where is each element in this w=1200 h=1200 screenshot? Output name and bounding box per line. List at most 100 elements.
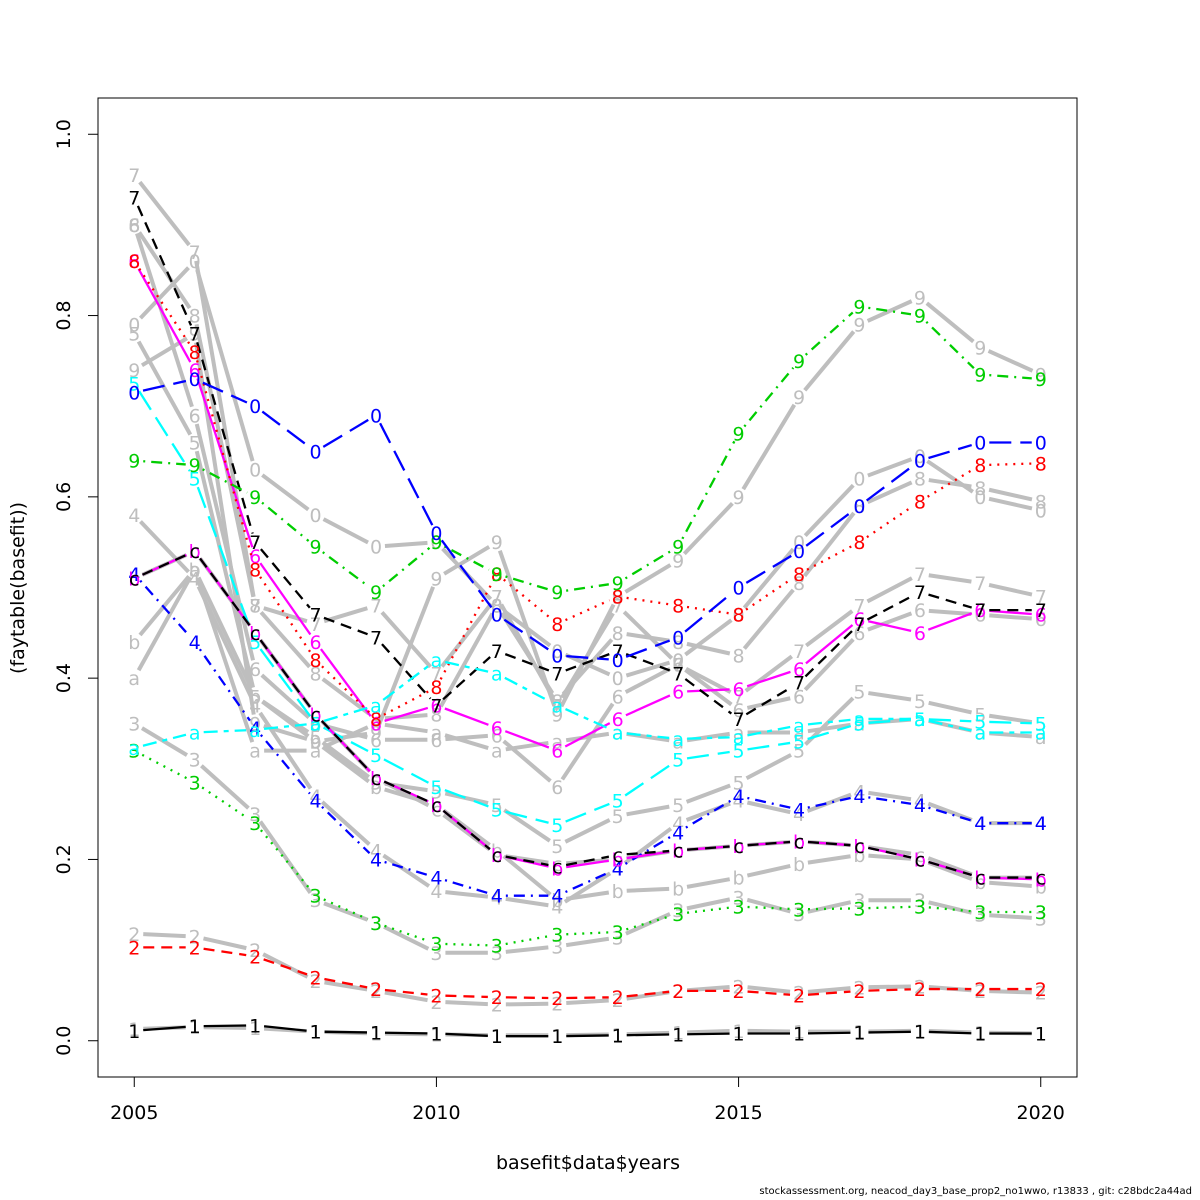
highlighted-point-label: b	[491, 845, 503, 867]
highlighted-point-label: 2	[430, 985, 442, 1007]
highlighted-point-label: a	[370, 695, 382, 717]
highlighted-series-c-segment	[687, 845, 730, 851]
background-series-8-segment	[802, 511, 856, 578]
background-series-6-segment	[624, 666, 672, 694]
highlighted-point-label: 7	[189, 324, 201, 346]
highlighted-point-label: 8	[793, 564, 805, 586]
highlighted-point-label: b	[370, 768, 382, 790]
x-tick-label: 2010	[412, 1102, 460, 1124]
background-series-3-segment	[746, 897, 791, 914]
x-tick-label: 2015	[714, 1102, 762, 1124]
background-point-label: c	[1036, 868, 1046, 890]
highlighted-point-label: 9	[914, 306, 926, 328]
highlighted-series-7-segment	[504, 653, 550, 672]
highlighted-point-label: a	[974, 723, 986, 745]
highlighted-series-1: 1 1 1 1 1 1 1 1 1 1 1 1 1 1 1 1	[128, 1015, 1047, 1048]
background-point-label: b	[551, 890, 563, 912]
highlighted-point-label: 1	[249, 1015, 261, 1037]
highlighted-point-label: b	[853, 836, 865, 858]
highlighted-series-0-segment	[202, 381, 248, 404]
highlighted-series-c-segment	[928, 860, 973, 877]
highlighted-point-label: 4	[914, 795, 926, 817]
highlighted-series-1-segment	[868, 1030, 911, 1034]
highlighted-series-3-segment	[505, 935, 549, 946]
background-point-label: 1	[974, 1023, 986, 1045]
background-series-3-segment	[258, 820, 313, 895]
background-point-label: 6	[491, 725, 503, 747]
background-point-label: 6	[430, 730, 442, 752]
background-point-label: 8	[974, 478, 986, 500]
highlighted-point-label: 9	[612, 573, 624, 595]
highlighted-series-2-segment	[203, 947, 247, 957]
highlighted-series-c-segment	[383, 780, 429, 803]
background-point-label: 3	[853, 890, 865, 912]
highlighted-series-7-segment	[625, 653, 671, 672]
background-point-label: b	[430, 795, 442, 817]
highlighted-series-c-segment	[626, 849, 670, 856]
highlighted-series-9-segment	[261, 501, 310, 542]
highlighted-series-1-segment	[687, 1032, 730, 1036]
highlighted-series-a-segment	[323, 706, 368, 722]
y-tick-label: 0.6	[53, 482, 75, 512]
highlighted-point-label: 0	[551, 645, 563, 667]
y-tick-label: 0.8	[53, 300, 75, 330]
highlighted-point-label: 0	[733, 578, 745, 600]
highlighted-point-label: 2	[793, 985, 805, 1007]
highlighted-point-label: b	[128, 568, 140, 590]
highlighted-point-label: 5	[189, 469, 201, 491]
y-axis: 0.0 0.2 0.4 0.6 0.8 1.0	[53, 119, 98, 1056]
highlighted-series-b-segment	[626, 850, 670, 860]
background-point-label: a	[854, 713, 866, 735]
background-point-label: 1	[551, 1025, 563, 1047]
highlighted-series-1-segment	[203, 1024, 247, 1028]
highlighted-point-label: 3	[370, 913, 382, 935]
background-series-7-segment	[440, 602, 493, 668]
highlighted-series-a-segment	[807, 718, 851, 726]
x-tick-label: 2020	[1017, 1102, 1065, 1124]
background-point-label: 5	[672, 795, 684, 817]
highlighted-series-8-segment	[806, 545, 853, 571]
background-point-label: 1	[128, 1019, 140, 1041]
highlighted-point-label: 9	[733, 423, 745, 445]
highlighted-point-label: 7	[914, 582, 926, 604]
background-point-label: 5	[853, 682, 865, 704]
background-series-8-segment	[137, 231, 192, 310]
background-point-label: 2	[128, 924, 140, 946]
background-point-label: 3	[430, 943, 442, 965]
highlighted-series-7-segment	[196, 342, 254, 534]
highlighted-point-label: 7	[853, 614, 865, 636]
background-point-label: 0	[310, 505, 322, 527]
highlighted-series-0-segment	[928, 443, 973, 460]
background-series-6-segment	[560, 702, 615, 781]
background-series-2-segment	[747, 985, 791, 994]
background-series-0-segment	[384, 540, 428, 549]
highlighted-point-label: a	[1035, 723, 1047, 745]
background-point-label: 6	[1035, 609, 1047, 631]
highlighted-point-label: 7	[733, 709, 745, 731]
highlighted-series-8-segment	[321, 665, 371, 714]
highlighted-point-label: 5	[249, 632, 261, 654]
highlighted-point-label: 2	[733, 981, 745, 1003]
highlighted-point-label: 1	[914, 1022, 926, 1044]
highlighted-point-label: 0	[612, 650, 624, 672]
highlighted-series-7-segment	[684, 678, 733, 715]
highlighted-series-8-segment	[989, 462, 1032, 467]
background-point-label: 3	[793, 904, 805, 926]
background-point-label: 8	[733, 645, 745, 667]
highlighted-point-label: c	[794, 831, 804, 853]
background-point-label: 5	[1035, 713, 1047, 735]
highlighted-point-label: 4	[310, 791, 322, 813]
background-point-label: 7	[310, 614, 322, 636]
background-series-3-segment	[140, 726, 189, 757]
highlighted-series-7-segment	[565, 653, 610, 672]
background-point-label: c	[310, 704, 320, 726]
plot-frame	[97, 97, 1078, 1078]
y-tick-label: 0.0	[53, 1026, 75, 1056]
background-series-b-segment	[502, 854, 552, 897]
highlighted-point-label: 8	[491, 564, 503, 586]
background-point-label: 4	[551, 897, 563, 919]
background-series-a-segment	[444, 733, 489, 750]
background-point-label: 9	[128, 360, 140, 382]
highlighted-series-6-segment	[137, 268, 192, 363]
